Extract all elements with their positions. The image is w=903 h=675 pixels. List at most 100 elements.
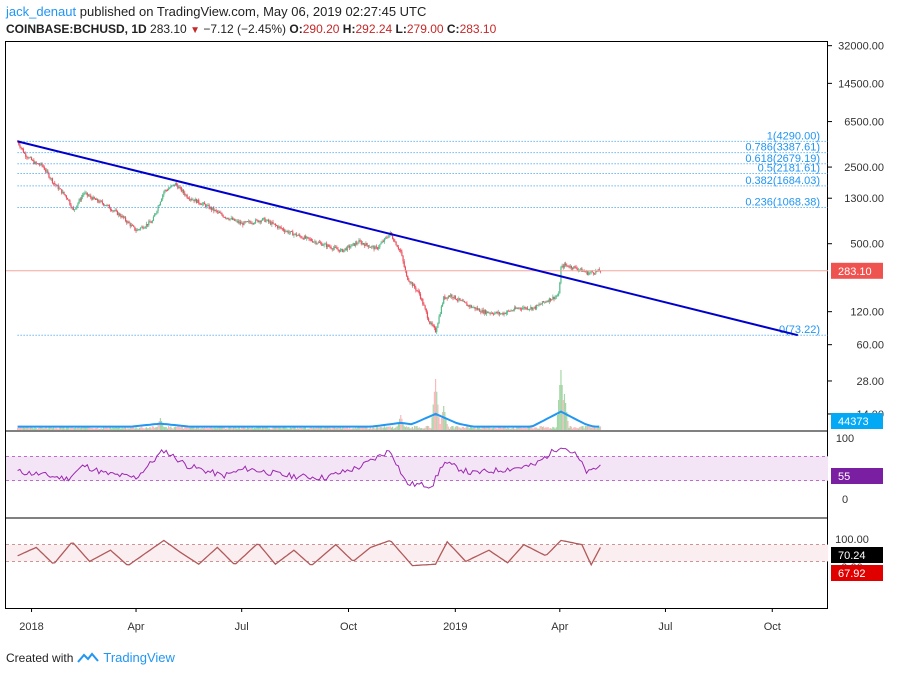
- price-candle: [302, 237, 304, 240]
- volume-bar: [527, 426, 530, 430]
- volume-bar: [466, 425, 468, 430]
- price-candle: [527, 309, 530, 310]
- price-candle: [489, 312, 491, 314]
- price-candle: [114, 210, 116, 212]
- price-candle: [264, 217, 266, 222]
- price-candle: [118, 213, 120, 215]
- volume-bar: [499, 426, 502, 430]
- volume-bar: [402, 422, 404, 430]
- price-candle: [439, 313, 441, 317]
- volume-bar: [337, 427, 339, 430]
- volume-bar: [152, 426, 155, 430]
- price-candle: [359, 240, 361, 242]
- volume-bar: [173, 427, 175, 430]
- volume-bar: [549, 428, 552, 430]
- price-candle: [289, 231, 292, 233]
- volume-bar: [457, 426, 459, 430]
- price-candle: [213, 207, 215, 211]
- price-candle: [369, 246, 372, 248]
- price-candle: [417, 290, 419, 292]
- last-price-badge-bg: [831, 262, 883, 279]
- price-candle: [437, 323, 439, 328]
- price-candle: [516, 308, 518, 310]
- price-candle: [458, 298, 460, 301]
- volume-bar: [497, 427, 499, 430]
- price-candle: [292, 231, 294, 236]
- volume-bar: [61, 426, 63, 430]
- volume-bar: [556, 415, 559, 430]
- volume-bar: [350, 428, 352, 430]
- price-candle: [68, 199, 70, 201]
- volume-bar: [542, 426, 545, 430]
- volume-bar: [379, 427, 381, 430]
- price-candle: [155, 213, 157, 215]
- volume-bar: [245, 428, 247, 430]
- price-candle: [431, 322, 433, 326]
- price-candle: [477, 308, 480, 310]
- volume-bar: [128, 428, 130, 430]
- volume-bar: [59, 426, 62, 430]
- price-candle: [408, 279, 410, 282]
- price-candle: [457, 299, 459, 301]
- price-candle: [473, 307, 475, 308]
- volume-bar: [242, 426, 244, 430]
- volume-bar: [480, 428, 482, 430]
- volume-bar: [286, 428, 288, 430]
- volume-bar: [303, 427, 305, 430]
- volume-bar: [253, 427, 256, 430]
- price-candle: [519, 307, 521, 309]
- volume-bar: [195, 426, 198, 430]
- price-candle: [376, 247, 379, 249]
- volume-bar: [244, 427, 246, 430]
- price-candle: [466, 303, 468, 306]
- price-candle: [307, 236, 309, 238]
- price-candle: [397, 247, 400, 250]
- volume-bar: [565, 403, 567, 430]
- volume-bar: [431, 417, 433, 430]
- price-candle: [267, 219, 269, 222]
- price-candle: [475, 308, 477, 310]
- volume-bar: [470, 427, 473, 430]
- volume-bar: [582, 425, 584, 430]
- y-tick-label: 28.00: [856, 376, 884, 388]
- price-candle: [216, 210, 218, 213]
- price-candle: [317, 242, 319, 244]
- price-candle: [349, 245, 351, 248]
- low-label: L:: [395, 22, 407, 36]
- volume-bar: [545, 427, 547, 430]
- volume-bar: [206, 426, 208, 430]
- price-candle: [335, 246, 337, 248]
- price-candle: [501, 313, 503, 315]
- volume-bar: [570, 426, 573, 430]
- volume-bar: [520, 427, 523, 430]
- author-link[interactable]: jack_denaut: [6, 4, 77, 19]
- price-candle: [145, 223, 148, 227]
- price-candle: [315, 241, 317, 244]
- tradingview-brand-link[interactable]: TradingView: [103, 650, 175, 665]
- price-candle: [498, 312, 501, 314]
- price-candle: [351, 244, 353, 247]
- volume-bar: [321, 426, 323, 430]
- price-candle: [495, 311, 497, 313]
- price-candle: [330, 247, 332, 249]
- volume-bar: [186, 427, 188, 430]
- price-candle: [508, 310, 510, 312]
- price-candle: [531, 307, 533, 310]
- price-candle: [22, 149, 25, 153]
- price-candle: [316, 243, 318, 245]
- volume-bar: [36, 428, 38, 430]
- price-candle: [560, 267, 562, 283]
- price-candle: [454, 295, 456, 300]
- price-candle: [309, 238, 311, 240]
- volume-bar: [437, 404, 439, 430]
- volume-bar: [418, 427, 420, 430]
- price-candle: [250, 222, 252, 224]
- price-candle: [398, 249, 401, 250]
- volume-bar: [412, 428, 415, 430]
- volume-bar: [335, 427, 337, 430]
- price-candle: [120, 215, 122, 218]
- price-candle: [518, 307, 520, 309]
- volume-bar: [510, 428, 512, 430]
- price-candle: [553, 296, 555, 300]
